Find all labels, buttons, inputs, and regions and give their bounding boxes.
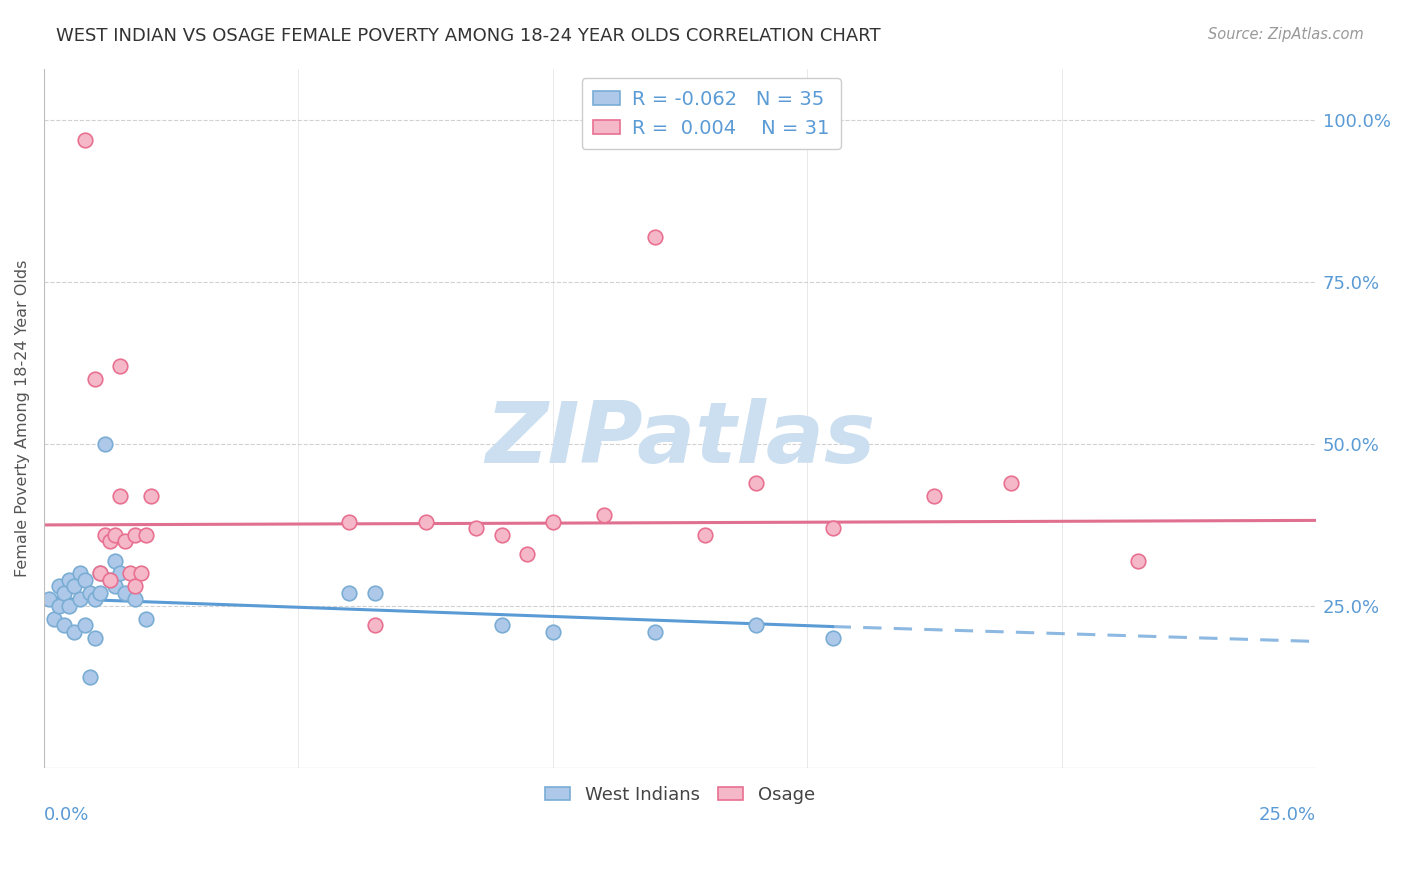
Osage (644, 230, 666, 244)
Text: 25.0%: 25.0% (1258, 806, 1316, 824)
Osage (124, 527, 146, 541)
Osage (821, 521, 844, 535)
West Indians (63, 624, 86, 639)
Osage (114, 534, 136, 549)
West Indians (79, 670, 101, 684)
Text: Source: ZipAtlas.com: Source: ZipAtlas.com (1208, 27, 1364, 42)
Osage (120, 566, 142, 581)
Osage (83, 372, 105, 386)
Osage (94, 527, 117, 541)
West Indians (38, 592, 60, 607)
West Indians (73, 618, 96, 632)
West Indians (69, 592, 91, 607)
Osage (491, 527, 513, 541)
Osage (924, 489, 946, 503)
West Indians (135, 612, 157, 626)
Osage (135, 527, 157, 541)
West Indians (53, 586, 76, 600)
West Indians (821, 631, 844, 645)
West Indians (541, 624, 564, 639)
Osage (89, 566, 111, 581)
Osage (110, 489, 132, 503)
Osage (139, 489, 162, 503)
Y-axis label: Female Poverty Among 18-24 Year Olds: Female Poverty Among 18-24 Year Olds (15, 260, 30, 577)
Text: ZIPatlas: ZIPatlas (485, 398, 875, 481)
Text: 0.0%: 0.0% (44, 806, 89, 824)
West Indians (491, 618, 513, 632)
Osage (745, 475, 768, 490)
Osage (592, 508, 614, 523)
West Indians (79, 586, 101, 600)
Osage (1126, 553, 1149, 567)
West Indians (98, 573, 121, 587)
West Indians (48, 579, 70, 593)
Text: WEST INDIAN VS OSAGE FEMALE POVERTY AMONG 18-24 YEAR OLDS CORRELATION CHART: WEST INDIAN VS OSAGE FEMALE POVERTY AMON… (56, 27, 882, 45)
West Indians (73, 573, 96, 587)
Osage (363, 618, 385, 632)
Osage (516, 547, 538, 561)
West Indians (114, 586, 136, 600)
West Indians (104, 553, 127, 567)
West Indians (83, 631, 105, 645)
Osage (541, 515, 564, 529)
West Indians (58, 599, 80, 613)
Osage (98, 534, 121, 549)
West Indians (110, 566, 132, 581)
West Indians (104, 579, 127, 593)
West Indians (58, 573, 80, 587)
West Indians (89, 566, 111, 581)
West Indians (63, 579, 86, 593)
West Indians (94, 437, 117, 451)
West Indians (363, 586, 385, 600)
Osage (337, 515, 360, 529)
Osage (1000, 475, 1022, 490)
Osage (465, 521, 488, 535)
West Indians (644, 624, 666, 639)
West Indians (337, 586, 360, 600)
Osage (73, 133, 96, 147)
Osage (110, 359, 132, 374)
West Indians (42, 612, 65, 626)
Osage (98, 573, 121, 587)
Osage (129, 566, 152, 581)
Osage (695, 527, 717, 541)
Osage (124, 579, 146, 593)
West Indians (124, 592, 146, 607)
West Indians (745, 618, 768, 632)
West Indians (69, 566, 91, 581)
West Indians (48, 599, 70, 613)
Osage (415, 515, 437, 529)
Legend: West Indians, Osage: West Indians, Osage (538, 779, 823, 811)
Osage (104, 527, 127, 541)
West Indians (83, 592, 105, 607)
West Indians (53, 618, 76, 632)
West Indians (89, 586, 111, 600)
